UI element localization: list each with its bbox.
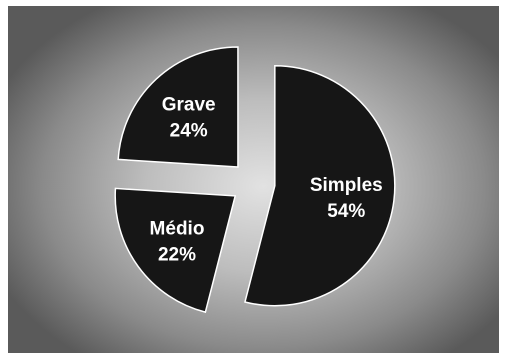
slice-percent-grave: 24%: [170, 121, 208, 142]
slice-percent-simples: 54%: [327, 201, 365, 222]
pie-slices: [114, 46, 396, 314]
pie-slice-medio: [114, 187, 237, 314]
pie-slice-simples: [244, 65, 396, 307]
pie-slice-grave: [117, 46, 239, 168]
slice-label-medio: Médio: [150, 218, 205, 239]
slice-percent-medio: 22%: [158, 244, 196, 265]
pie-labels: Simples 54% Médio 22% Grave 24%: [150, 95, 383, 266]
slice-label-grave: Grave: [162, 95, 216, 116]
slice-label-simples: Simples: [310, 175, 383, 196]
